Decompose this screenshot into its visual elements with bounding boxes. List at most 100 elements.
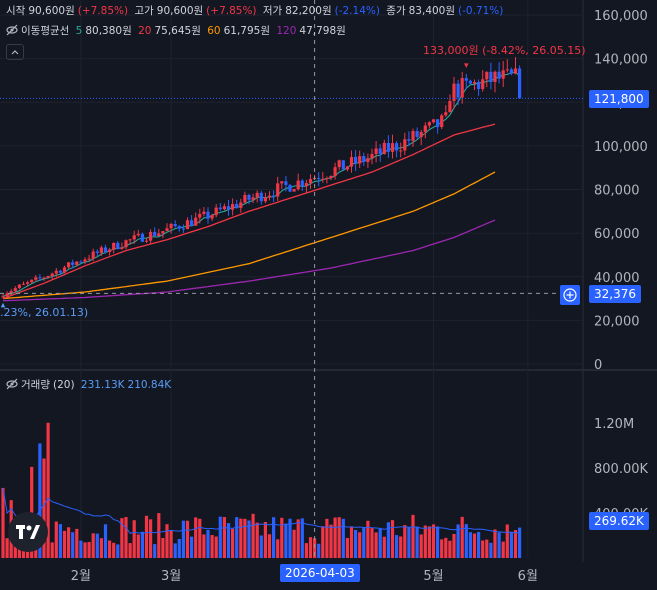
price-tick-label: 100,000 bbox=[594, 140, 648, 155]
volume-bar bbox=[190, 536, 194, 558]
candle-body bbox=[468, 80, 472, 84]
volume-bar bbox=[477, 531, 481, 558]
volume-bar bbox=[75, 528, 79, 558]
candle-body bbox=[395, 143, 399, 151]
candle-body bbox=[493, 71, 497, 82]
candle-body bbox=[124, 240, 128, 248]
candle-body bbox=[190, 220, 194, 226]
price-tick-label: 80,000 bbox=[594, 184, 640, 199]
candle-body bbox=[296, 180, 300, 190]
volume-bar bbox=[42, 458, 46, 558]
candle-body bbox=[231, 204, 235, 210]
candle-body bbox=[427, 122, 431, 126]
tradingview-logo[interactable] bbox=[8, 512, 48, 552]
candle-body bbox=[325, 178, 329, 180]
candle-body bbox=[481, 79, 485, 89]
volume-bar bbox=[206, 529, 210, 558]
price-tick-label: 20,000 bbox=[594, 314, 640, 329]
volume-bar bbox=[169, 530, 173, 558]
volume-bar bbox=[1, 487, 5, 558]
ma60-period: 60 bbox=[207, 25, 221, 37]
ohlc-legend: 시작 90,600원 (+7.85%) 고가 90,600원 (+7.85%) 저가 82… bbox=[6, 4, 506, 18]
volume-bar bbox=[472, 533, 477, 558]
add-alert-button[interactable] bbox=[560, 285, 580, 305]
open-pct: (+7.85%) bbox=[77, 5, 129, 17]
candle-body bbox=[304, 183, 308, 187]
high-marker-label: 133,000원 (-8.42%, 26.05.15) bbox=[423, 44, 586, 57]
candle-body bbox=[210, 215, 214, 219]
volume-bar bbox=[120, 518, 124, 558]
volume-bar bbox=[423, 525, 427, 558]
candle-body bbox=[222, 206, 226, 210]
volume-bar bbox=[489, 542, 493, 558]
volume-value-1: 231.13K bbox=[80, 379, 125, 391]
volume-bar bbox=[140, 531, 144, 558]
last-volume-tag: 269.62K bbox=[589, 512, 649, 530]
volume-bar bbox=[444, 537, 448, 558]
candle-body bbox=[341, 160, 345, 170]
volume-bar bbox=[149, 519, 153, 558]
candle-body bbox=[411, 131, 415, 141]
candle-body bbox=[202, 211, 206, 214]
ma20-value: 75,645원 bbox=[154, 25, 201, 37]
price-tick-label: 0 bbox=[594, 358, 602, 373]
price-axis: 160,000140,000120,000100,00080,00060,000… bbox=[71, 9, 649, 584]
price-tick-label: 140,000 bbox=[594, 53, 648, 68]
candle-body bbox=[99, 247, 103, 253]
candle-body bbox=[17, 284, 21, 289]
volume-bar bbox=[358, 532, 362, 558]
volume-bar bbox=[468, 532, 472, 558]
candle-body bbox=[157, 233, 161, 236]
ma60-line bbox=[2, 171, 496, 300]
volume-bar bbox=[5, 538, 9, 558]
low-pct: (-2.14%) bbox=[334, 5, 380, 17]
volume-bar bbox=[370, 528, 374, 558]
candle-body bbox=[112, 242, 116, 250]
volume-bar bbox=[337, 517, 341, 558]
volume-bar bbox=[95, 533, 99, 558]
candle-body bbox=[67, 262, 71, 268]
candle-body bbox=[329, 175, 333, 179]
volume-bar bbox=[296, 519, 300, 558]
high-label: 고가 bbox=[134, 5, 154, 17]
volume-bar bbox=[263, 522, 267, 558]
candle-body bbox=[444, 112, 448, 116]
volume-bar bbox=[317, 543, 321, 558]
volume-bar bbox=[214, 536, 218, 558]
volume-bar bbox=[321, 526, 325, 558]
volume-bar bbox=[300, 518, 304, 558]
candle-body bbox=[477, 82, 481, 89]
candle-body bbox=[177, 226, 181, 229]
volume-bar bbox=[46, 422, 50, 558]
ma-legend[interactable]: 이동평균선 5 80,380원 20 75,645원 60 61,795원 120 47… bbox=[6, 24, 349, 38]
volume-bar bbox=[38, 443, 42, 558]
volume-legend[interactable]: 거래량 (20) 231.13K 210.84K bbox=[6, 378, 174, 392]
volume-bar bbox=[390, 520, 395, 558]
candle-body bbox=[239, 202, 243, 208]
collapse-legend-button[interactable] bbox=[6, 44, 24, 60]
candle-body bbox=[317, 178, 321, 180]
candle-body bbox=[436, 119, 440, 128]
open-value: 90,600원 bbox=[28, 5, 75, 17]
candle-body bbox=[349, 156, 354, 167]
volume-bar bbox=[144, 515, 149, 558]
candle-body bbox=[218, 207, 222, 210]
close-pct: (-0.71%) bbox=[458, 5, 504, 17]
volume-bar bbox=[259, 535, 263, 558]
low-value: 82,200원 bbox=[285, 5, 332, 17]
candle-body bbox=[235, 204, 239, 208]
volume-bar bbox=[427, 526, 431, 558]
volume-bar bbox=[255, 522, 259, 558]
volume-bar bbox=[313, 538, 317, 558]
low-label: 저가 bbox=[262, 5, 283, 17]
eye-icon[interactable] bbox=[6, 24, 18, 36]
close-value: 83,400원 bbox=[408, 5, 456, 17]
candle-body bbox=[185, 220, 190, 230]
crosshair: ▾▴ bbox=[0, 0, 583, 558]
candle-body bbox=[448, 100, 452, 113]
volume-bar bbox=[103, 524, 108, 558]
eye-icon[interactable] bbox=[6, 378, 18, 390]
